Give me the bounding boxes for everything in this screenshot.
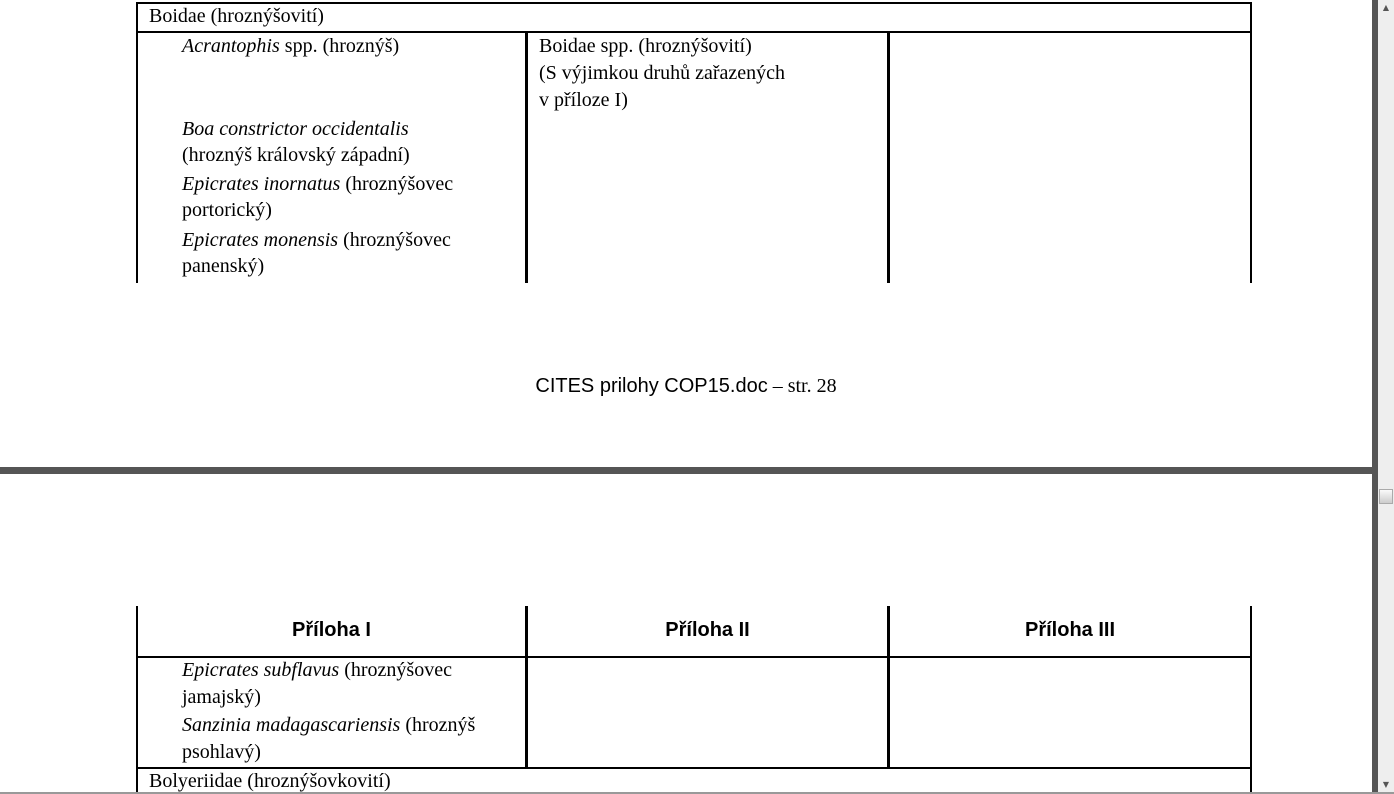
- scroll-down-icon[interactable]: ▼: [1382, 780, 1390, 789]
- table-border: [136, 606, 138, 794]
- species-entry: Acrantophis spp. (hroznýš): [182, 35, 400, 57]
- species-entry: Epicrates inornatus (hroznýšovec: [182, 173, 454, 195]
- species-entry: Boa constrictor occidentalis: [182, 118, 409, 140]
- family-row: Boidae (hroznýšovití): [149, 5, 324, 27]
- scroll-up-icon[interactable]: ▲: [1382, 3, 1390, 12]
- footer-page-number: – str. 28: [767, 375, 837, 397]
- column-divider: [525, 31, 528, 283]
- header-appendix-3: Příloha III: [1024, 619, 1116, 641]
- header-appendix-1: Příloha I: [292, 619, 371, 641]
- species-entry: portorický): [182, 199, 272, 221]
- table-border: [136, 31, 1252, 33]
- column-divider: [525, 606, 528, 768]
- table-border: [1250, 606, 1252, 794]
- species-entry: Sanzinia madagascariensis (hroznýš: [182, 714, 476, 736]
- column-divider: [887, 606, 890, 768]
- species-entry: Epicrates monensis (hroznýšovec: [182, 229, 451, 251]
- page-edge: [1372, 0, 1378, 794]
- page-separator: [0, 467, 1378, 474]
- species-entry: (hroznýš královský západní): [182, 144, 410, 166]
- appendix2-entry: Boidae spp. (hroznýšovití): [539, 35, 752, 57]
- family-row: Bolyeriidae (hroznýšovkovití): [149, 770, 391, 792]
- window-bottom-edge: [0, 792, 1394, 794]
- table-border: [136, 656, 1252, 658]
- table-border: [136, 767, 1252, 769]
- table-border: [136, 2, 138, 283]
- table-border: [1250, 2, 1252, 283]
- species-entry: Epicrates subflavus (hroznýšovec: [182, 659, 452, 681]
- page-footer: CITES prilohy COP15.doc – str. 28: [0, 375, 1372, 398]
- species-entry: panenský): [182, 255, 265, 277]
- header-appendix-2: Příloha II: [665, 619, 750, 641]
- scrollbar-thumb[interactable]: [1379, 489, 1393, 504]
- column-divider: [887, 31, 890, 283]
- appendix2-entry: v příloze I): [539, 89, 628, 111]
- vertical-scrollbar[interactable]: [1378, 0, 1394, 794]
- species-entry: jamajský): [182, 686, 261, 708]
- table-border: [136, 2, 1252, 4]
- species-entry: psohlavý): [182, 741, 261, 763]
- footer-filename: CITES prilohy COP15.doc: [535, 375, 768, 397]
- appendix2-entry: (S výjimkou druhů zařazených: [539, 62, 786, 84]
